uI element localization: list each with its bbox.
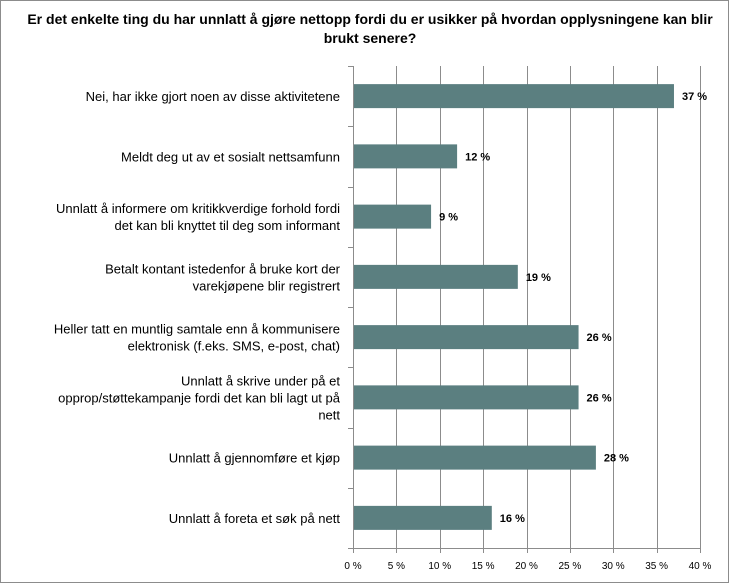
x-tick-label: 5 % xyxy=(388,561,405,572)
x-tick-label: 35 % xyxy=(645,561,668,572)
data-label: 28 % xyxy=(604,453,629,465)
bar xyxy=(354,385,579,410)
bar xyxy=(354,325,579,350)
bar xyxy=(354,264,518,289)
category-label: Unnlatt å foreta et søk på nett xyxy=(169,511,341,526)
bar xyxy=(354,505,492,530)
category-label: Nei, har ikke gjort noen av disse aktivi… xyxy=(86,89,340,104)
x-tick-label: 20 % xyxy=(515,561,538,572)
category-label: Unnlatt å informere om kritikkverdige fo… xyxy=(56,201,340,233)
data-label: 16 % xyxy=(500,513,525,525)
x-tick-label: 25 % xyxy=(558,561,581,572)
data-label: 37 % xyxy=(682,91,707,103)
data-label: 26 % xyxy=(587,332,612,344)
category-label: Unnlatt å gjennomføre et kjøp xyxy=(169,451,340,466)
chart-title: Er det enkelte ting du har unnlatt å gjø… xyxy=(27,11,713,46)
bar xyxy=(354,204,432,229)
category-label: Unnlatt å skrive under på et opprop/støtt… xyxy=(58,373,341,422)
x-tick-label: 10 % xyxy=(428,561,451,572)
category-label: Heller tatt en muntlig samtale enn å kom… xyxy=(54,322,340,354)
bar xyxy=(354,445,596,470)
x-tick-label: 0 % xyxy=(344,561,361,572)
x-tick-label: 15 % xyxy=(472,561,495,572)
data-label: 26 % xyxy=(587,392,612,404)
bar xyxy=(354,84,674,109)
category-label: Betalt kontant istedenfor å bruke kort d… xyxy=(105,261,341,293)
x-tick-label: 30 % xyxy=(602,561,625,572)
data-label: 12 % xyxy=(465,151,490,163)
data-label: 9 % xyxy=(439,212,458,224)
bar xyxy=(354,144,458,169)
category-label: Meldt deg ut av et sosialt nettsamfunn xyxy=(121,149,340,164)
x-tick-label: 40 % xyxy=(689,561,712,572)
data-label: 19 % xyxy=(526,272,551,284)
